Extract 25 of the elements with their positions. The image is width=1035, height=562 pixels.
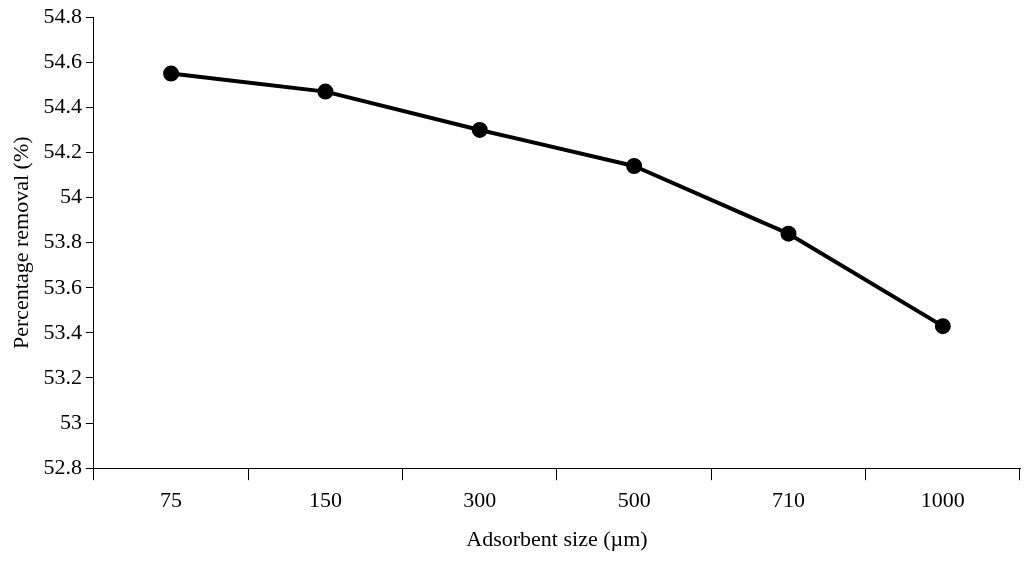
y-tick-label: 53.8 — [43, 228, 82, 254]
y-tick-label: 53.6 — [43, 273, 82, 299]
y-tick-label: 54.4 — [43, 93, 82, 119]
x-tick-label: 500 — [617, 487, 651, 513]
point — [317, 83, 334, 100]
x-tick-label: 150 — [308, 487, 342, 513]
x-axis-title: Adsorbent size (µm) — [466, 525, 648, 551]
y-tick-label: 54.2 — [43, 138, 82, 164]
y-axis-title: Percentage removal (%) — [7, 136, 33, 349]
point — [163, 65, 180, 82]
x-tick-label: 1000 — [920, 487, 965, 513]
y-tick-label: 54 — [59, 183, 82, 209]
point — [934, 318, 951, 335]
y-tick-label: 53.2 — [43, 363, 82, 389]
point — [471, 121, 488, 138]
x-tick-label: 75 — [160, 487, 183, 513]
point — [780, 225, 797, 242]
point — [626, 158, 643, 175]
y-tick-label: 54.6 — [43, 48, 82, 74]
y-tick-label: 53 — [59, 408, 82, 434]
y-tick-label: 53.4 — [43, 318, 82, 344]
x-tick-label: 300 — [463, 487, 497, 513]
x-tick-label: 710 — [771, 487, 805, 513]
y-tick-label: 52.8 — [43, 453, 82, 479]
y-tick-label: 54.8 — [43, 2, 82, 28]
